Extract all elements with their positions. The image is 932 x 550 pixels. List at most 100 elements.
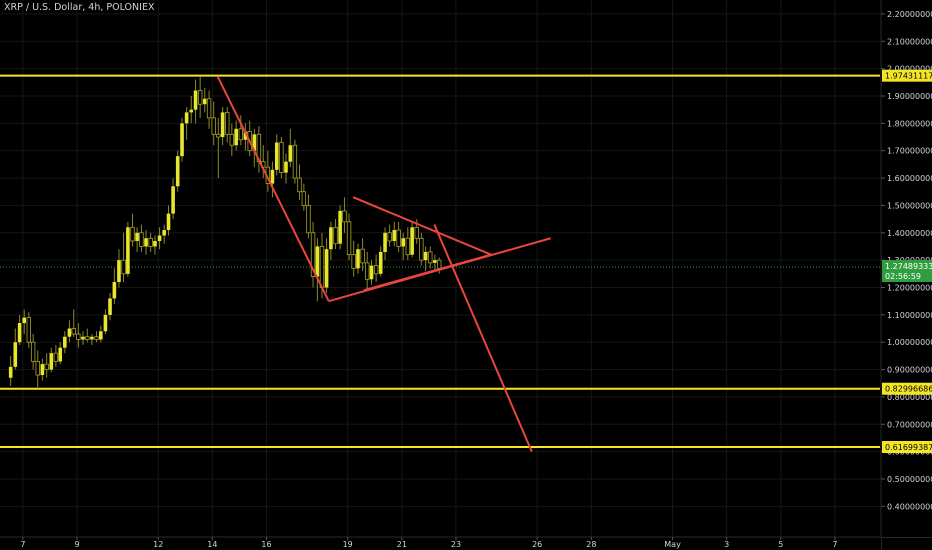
candle-body [40, 364, 45, 376]
candle-body [13, 342, 18, 367]
candle-body [103, 314, 108, 332]
candle-body [112, 282, 117, 299]
price-tick-label: 0.50000000 [887, 475, 932, 484]
level-price-badge-label: 1.97431117 [885, 72, 932, 81]
candle [90, 334, 94, 345]
candle [351, 240, 356, 277]
candle-body [225, 112, 230, 135]
time-tick-label: 21 [397, 540, 407, 549]
candle [193, 79, 198, 124]
candle-body [338, 210, 342, 244]
candle-body [360, 248, 365, 264]
candle [396, 221, 401, 252]
candle [211, 101, 216, 146]
time-tick-label: 9 [74, 540, 79, 549]
candle-body [135, 232, 139, 241]
candle-body [166, 213, 171, 231]
candle-body [121, 259, 126, 275]
candle [270, 161, 275, 198]
price-tick-label: 1.40000000 [887, 229, 932, 238]
candle-body [301, 191, 307, 206]
trend-lines[interactable] [216, 76, 551, 453]
price-badges: 1.97431117 0.82996686 0.61699387 1.27489333… [882, 69, 932, 453]
candle [229, 123, 235, 157]
candle [383, 227, 387, 261]
candle [166, 205, 171, 236]
time-tick-label: 7 [20, 540, 25, 549]
candle [378, 246, 383, 277]
candle-body [8, 366, 13, 378]
candle-body [297, 177, 302, 193]
candle-body [428, 251, 433, 264]
candle [44, 353, 49, 378]
candle [410, 221, 414, 258]
candle [392, 221, 397, 247]
candle [76, 323, 81, 348]
trend-line[interactable] [352, 196, 492, 256]
candle [144, 230, 148, 255]
candle [220, 106, 225, 146]
candle [85, 328, 90, 343]
current-price-countdown: 02:56:59 [885, 272, 921, 281]
trend-line[interactable] [433, 224, 533, 453]
candle-body [49, 353, 54, 370]
candle [94, 331, 99, 343]
candle [436, 257, 442, 274]
candle-body [58, 347, 63, 362]
candle [306, 194, 311, 239]
level-price-badge-label: 0.82996686 [885, 385, 932, 394]
candle [112, 268, 117, 304]
price-tick-label: 2.10000000 [887, 37, 932, 46]
candle-body [333, 226, 338, 245]
candle-body [392, 230, 397, 241]
candle [252, 128, 257, 168]
candle-body [130, 226, 135, 242]
candle [292, 139, 298, 184]
candle [342, 197, 347, 233]
candle-body [117, 260, 121, 283]
candle [135, 227, 139, 252]
candle [13, 328, 18, 370]
candle-body [220, 112, 225, 138]
candle-body [396, 229, 401, 247]
candle [256, 126, 262, 173]
candle [17, 314, 22, 345]
axis-corner [881, 537, 932, 550]
time-tick-label: 12 [153, 540, 163, 549]
trend-line[interactable] [363, 253, 492, 292]
candle-body [63, 336, 67, 348]
candle-body [329, 227, 333, 250]
candle [157, 227, 162, 250]
candle-body [378, 251, 383, 274]
candle-body [193, 90, 198, 110]
price-tick-label: 1.90000000 [887, 92, 932, 101]
current-price-badge-label: 1.27489333 [885, 262, 932, 271]
horizontal-levels[interactable] [0, 74, 880, 448]
price-tick-label: 1.70000000 [887, 147, 932, 156]
time-tick-label: 28 [586, 540, 596, 549]
candle-body [144, 238, 148, 247]
candle-body [17, 323, 22, 343]
candle-body [162, 230, 166, 236]
candle [99, 325, 103, 343]
candle-body [310, 232, 316, 277]
price-tick-label: 0.40000000 [887, 502, 932, 511]
candle-body [383, 232, 387, 252]
candle-body [364, 262, 370, 280]
candle-body [71, 328, 76, 335]
candle [225, 106, 230, 143]
candle [71, 309, 76, 337]
candle [288, 128, 293, 168]
time-axis[interactable]: 7 9 12 14 16 19 21 23 26 28 May 3 5 7 [0, 536, 881, 549]
candle [22, 309, 27, 335]
candle-body [81, 336, 85, 340]
candle-body [373, 265, 379, 275]
candle-body [126, 227, 130, 274]
candle [121, 232, 126, 283]
candle [333, 219, 338, 250]
candle-body [153, 240, 157, 247]
candle [197, 76, 203, 118]
candle-body [211, 117, 216, 135]
trend-line[interactable] [216, 76, 330, 302]
